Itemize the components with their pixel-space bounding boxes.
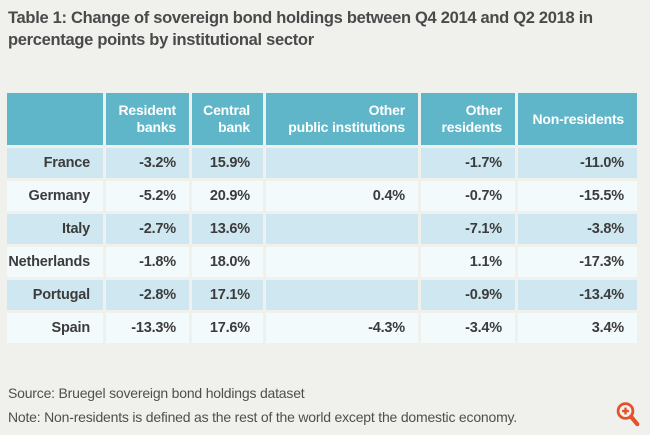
value-cell: 15.9%: [192, 148, 263, 178]
row-label: Spain: [7, 313, 103, 343]
value-cell: -7.1%: [421, 214, 515, 244]
table-row: Germany -5.2% 20.9% 0.4% -0.7% -15.5%: [7, 181, 637, 211]
value-cell: -1.8%: [106, 247, 189, 277]
value-cell: [266, 148, 418, 178]
value-cell: -3.4%: [421, 313, 515, 343]
table-row: Netherlands -1.8% 18.0% 1.1% -17.3%: [7, 247, 637, 277]
value-cell: 18.0%: [192, 247, 263, 277]
value-cell: 3.4%: [518, 313, 637, 343]
row-label: Portugal: [7, 280, 103, 310]
value-cell: -13.4%: [518, 280, 637, 310]
value-cell: -3.2%: [106, 148, 189, 178]
corner-header-cell: [7, 93, 103, 145]
value-cell: -13.3%: [106, 313, 189, 343]
value-cell: -0.9%: [421, 280, 515, 310]
value-cell: -1.7%: [421, 148, 515, 178]
value-cell: 17.6%: [192, 313, 263, 343]
value-cell: -3.8%: [518, 214, 637, 244]
table-body: France -3.2% 15.9% -1.7% -11.0% Germany -5.2% 2…: [7, 148, 637, 343]
value-cell: 1.1%: [421, 247, 515, 277]
value-cell: -15.5%: [518, 181, 637, 211]
value-cell: [266, 280, 418, 310]
bond-holdings-table: Resident banks Central bank Other public i…: [7, 93, 637, 346]
source-note: Source: Bruegel sovereign bond holdings …: [8, 385, 305, 401]
value-cell: 0.4%: [266, 181, 418, 211]
value-cell: -2.8%: [106, 280, 189, 310]
table-row: Portugal -2.8% 17.1% -0.9% -13.4%: [7, 280, 637, 310]
column-header: Resident banks: [106, 93, 189, 145]
table-row: France -3.2% 15.9% -1.7% -11.0%: [7, 148, 637, 178]
value-cell: -17.3%: [518, 247, 637, 277]
row-label: France: [7, 148, 103, 178]
value-cell: 17.1%: [192, 280, 263, 310]
row-label: Netherlands: [7, 247, 103, 277]
column-header: Central bank: [192, 93, 263, 145]
value-cell: -2.7%: [106, 214, 189, 244]
zoom-in-icon[interactable]: [615, 400, 641, 430]
value-cell: 13.6%: [192, 214, 263, 244]
table-header-row: Resident banks Central bank Other public i…: [7, 93, 637, 145]
row-label: Italy: [7, 214, 103, 244]
row-label: Germany: [7, 181, 103, 211]
column-header: Non-residents: [518, 93, 637, 145]
value-cell: 20.9%: [192, 181, 263, 211]
column-header: Other public institutions: [266, 93, 418, 145]
table-title: Table 1: Change of sovereign bond holdin…: [8, 9, 593, 49]
value-cell: -4.3%: [266, 313, 418, 343]
value-cell: -11.0%: [518, 148, 637, 178]
value-cell: [266, 214, 418, 244]
table-row: Spain -13.3% 17.6% -4.3% -3.4% 3.4%: [7, 313, 637, 343]
definition-note: Note: Non-residents is defined as the re…: [8, 409, 517, 425]
value-cell: -5.2%: [106, 181, 189, 211]
column-header: Other residents: [421, 93, 515, 145]
value-cell: [266, 247, 418, 277]
value-cell: -0.7%: [421, 181, 515, 211]
table-row: Italy -2.7% 13.6% -7.1% -3.8%: [7, 214, 637, 244]
